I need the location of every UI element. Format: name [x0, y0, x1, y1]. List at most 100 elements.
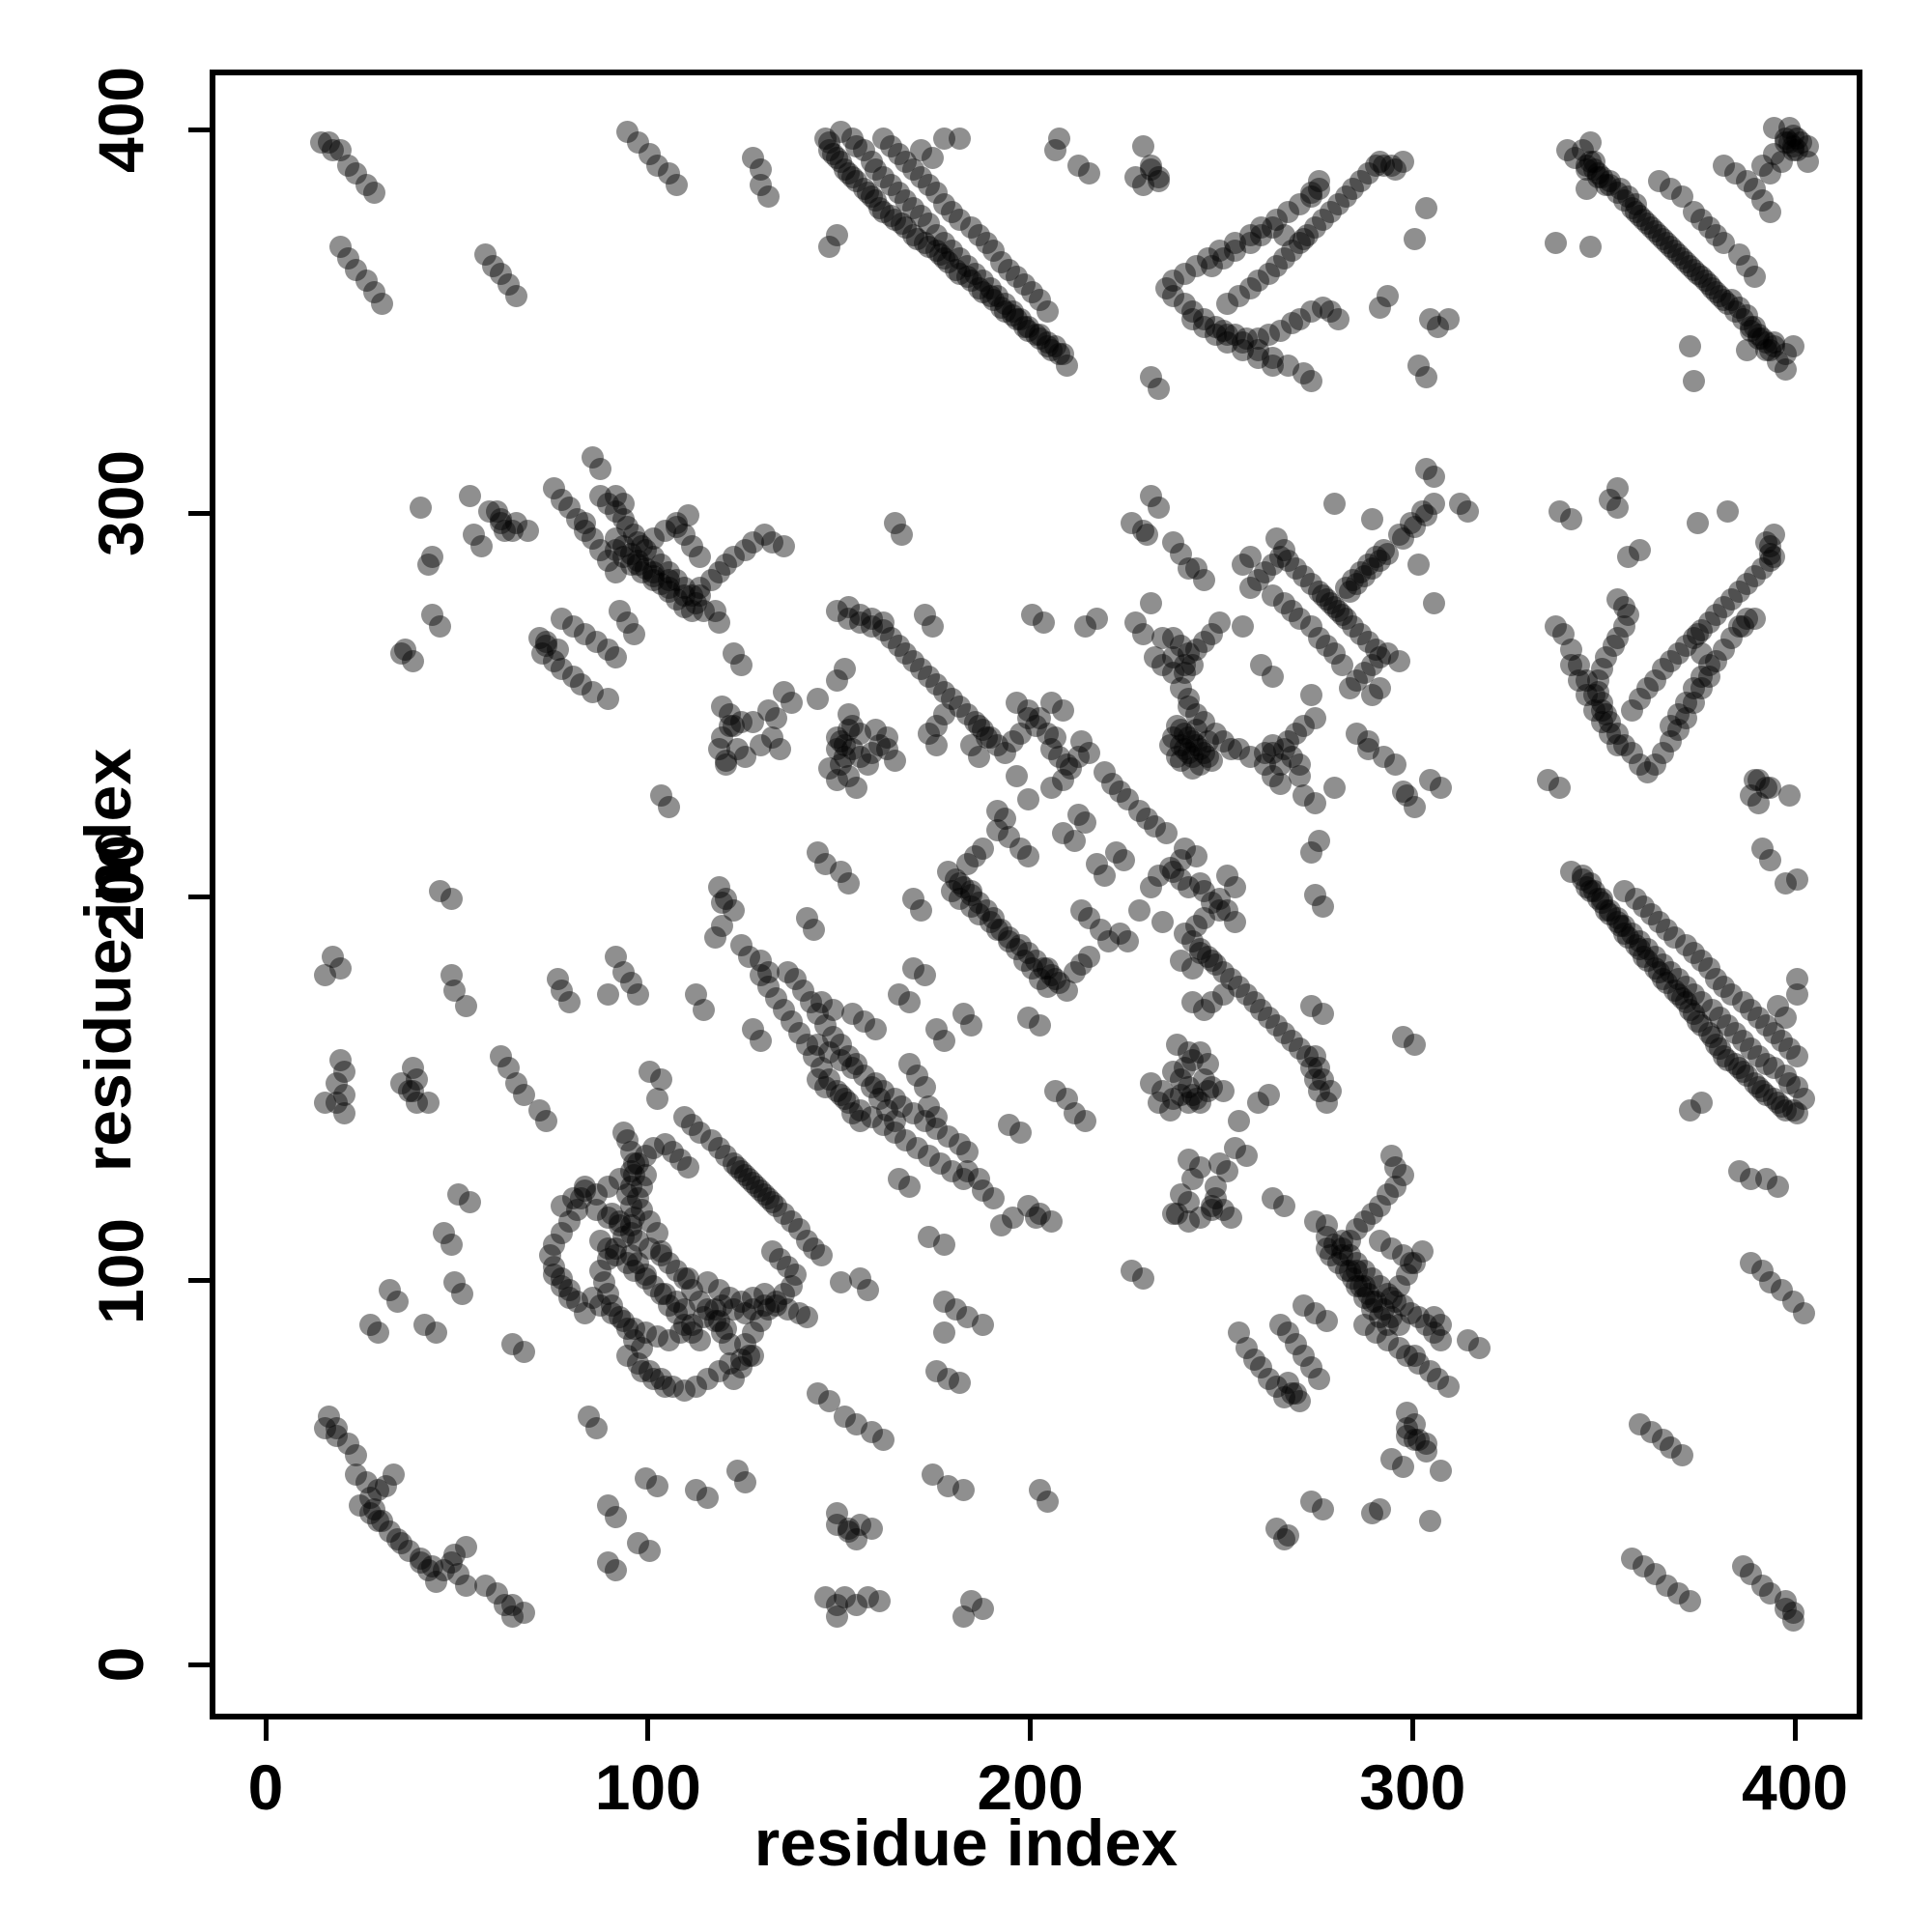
scatter-point [764, 1291, 787, 1314]
scatter-point [1652, 952, 1675, 976]
scatter-point [1211, 1079, 1235, 1102]
scatter-point [1315, 634, 1338, 657]
scatter-point [623, 1206, 646, 1229]
scatter-point [639, 143, 662, 166]
scatter-point [738, 1344, 761, 1367]
scatter-point [658, 162, 681, 185]
scatter-point [1039, 776, 1063, 799]
scatter-point [838, 1520, 861, 1544]
scatter-point [1262, 665, 1285, 688]
scatter-point [1403, 1429, 1426, 1452]
scatter-point [1728, 297, 1751, 320]
scatter-point [688, 577, 711, 600]
scatter-point [1758, 849, 1781, 872]
scatter-point [1762, 1056, 1785, 1079]
scatter-point [1640, 902, 1663, 925]
scatter-point [1334, 608, 1357, 631]
scatter-point [1151, 626, 1174, 649]
scatter-point [1178, 1075, 1201, 1098]
scatter-point [1123, 611, 1147, 634]
scatter-point [1613, 596, 1636, 619]
scatter-point [1174, 723, 1197, 746]
scatter-point [1009, 308, 1033, 331]
scatter-point [692, 999, 715, 1022]
scatter-point [1078, 945, 1101, 968]
scatter-point [1289, 308, 1312, 331]
scatter-point [1422, 592, 1445, 615]
scatter-point [1326, 308, 1350, 331]
scatter-point [627, 1532, 650, 1555]
scatter-point [715, 753, 738, 776]
scatter-point [1353, 1313, 1377, 1336]
scatter-point [1258, 262, 1281, 285]
scatter-point [776, 1298, 799, 1321]
scatter-point [588, 484, 611, 507]
scatter-point [1781, 1601, 1804, 1624]
scatter-point [1564, 147, 1586, 170]
scatter-point [955, 703, 979, 726]
scatter-point [1281, 1030, 1304, 1052]
scatter-point [1785, 1075, 1808, 1098]
scatter-point [963, 845, 986, 868]
scatter-point [838, 719, 861, 742]
scatter-point [838, 596, 861, 619]
scatter-point [933, 1030, 956, 1052]
scatter-point [1403, 795, 1426, 818]
scatter-point [1342, 614, 1365, 638]
scatter-point [933, 703, 956, 726]
scatter-point [1414, 1313, 1437, 1336]
scatter-point [355, 270, 379, 293]
scatter-point [1299, 185, 1322, 209]
scatter-point [1307, 581, 1330, 604]
scatter-point [401, 1079, 424, 1102]
scatter-point [772, 999, 795, 1022]
scatter-point [543, 1264, 566, 1287]
scatter-point [1785, 1102, 1808, 1125]
scatter-point [631, 1359, 654, 1382]
scatter-point [1070, 952, 1094, 976]
scatter-point [1724, 1022, 1747, 1045]
scatter-point [1353, 565, 1377, 588]
scatter-point [756, 699, 780, 723]
scatter-point [1211, 246, 1235, 270]
scatter-point [1678, 1098, 1701, 1122]
scatter-point [1170, 542, 1193, 565]
scatter-point [864, 158, 887, 182]
scatter-point [1732, 1555, 1755, 1578]
scatter-point [1258, 1083, 1281, 1106]
scatter-point [914, 964, 937, 987]
scatter-point [440, 1551, 463, 1575]
scatter-point [1277, 550, 1300, 573]
scatter-point [1227, 285, 1250, 308]
scatter-point [753, 1294, 777, 1318]
scatter-point [1713, 231, 1736, 254]
scatter-point [867, 1589, 891, 1612]
scatter-point [1254, 561, 1277, 584]
scatter-point [1181, 730, 1205, 753]
scatter-point [658, 1252, 681, 1275]
scatter-point [1406, 554, 1430, 577]
scatter-point [1736, 1064, 1759, 1087]
scatter-point [615, 515, 639, 538]
scatter-point [834, 734, 857, 757]
scatter-point [848, 611, 871, 634]
scatter-point [635, 1321, 658, 1344]
scatter-point [1740, 316, 1763, 339]
scatter-point [967, 746, 990, 769]
scatter-point [1403, 1252, 1426, 1275]
scatter-point [883, 208, 906, 231]
scatter-point [1674, 976, 1697, 999]
scatter-point [879, 204, 902, 227]
scatter-point [1346, 1260, 1369, 1283]
scatter-point [1377, 542, 1400, 565]
scatter-point [1750, 1575, 1774, 1598]
scatter-point [1197, 246, 1220, 270]
scatter-point [971, 719, 994, 742]
scatter-point [1590, 892, 1613, 914]
scatter-point [810, 1056, 834, 1079]
scatter-point [1139, 158, 1162, 182]
scatter-point [860, 185, 883, 209]
scatter-point [1705, 604, 1728, 627]
scatter-point [1227, 1321, 1250, 1344]
scatter-point [742, 711, 765, 734]
